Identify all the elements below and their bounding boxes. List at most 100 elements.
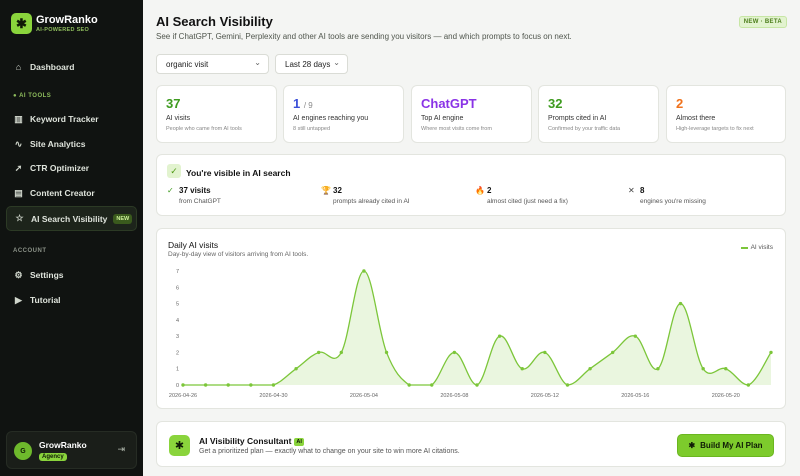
brand[interactable]: ✱ GrowRanko AI-POWERED SEO bbox=[11, 13, 98, 34]
chevron-down-icon: ⌄ bbox=[333, 58, 340, 67]
data-point bbox=[316, 350, 321, 355]
x-tick-label: 2026-04-26 bbox=[169, 393, 197, 399]
chart-icon: ▥ bbox=[14, 113, 23, 124]
x-tick-label: 2026-05-16 bbox=[621, 393, 649, 399]
section-label-ai-tools: ● AI TOOLS bbox=[13, 93, 52, 99]
stat-card-almost-there: 2 Almost there High-leverage targets to … bbox=[666, 85, 786, 143]
y-tick-label: 1 bbox=[176, 367, 179, 373]
sidebar-item-label: Dashboard bbox=[30, 62, 75, 72]
consultant-subtitle: Get a prioritized plan — exactly what to… bbox=[199, 448, 460, 455]
legend-swatch bbox=[740, 246, 748, 249]
stat-label: AI engines reaching you bbox=[293, 115, 369, 122]
data-point bbox=[430, 383, 434, 387]
data-point bbox=[384, 350, 389, 355]
pulse-icon: ∿ bbox=[14, 138, 23, 149]
stat-card-top-engine: ChatGPT Top AI engine Where most visits … bbox=[411, 85, 532, 143]
sidebar: ✱ GrowRanko AI-POWERED SEO ⌂ Dashboard ●… bbox=[0, 0, 143, 476]
x-tick-label: 2026-05-12 bbox=[531, 393, 559, 399]
sidebar-item-ai-search-visibility[interactable]: ☆ AI Search Visibility NEW bbox=[6, 206, 137, 231]
sidebar-item-settings[interactable]: ⚙ Settings bbox=[6, 264, 137, 286]
sidebar-item-keyword-tracker[interactable]: ▥ Keyword Tracker bbox=[6, 108, 137, 130]
sidebar-item-content-creator[interactable]: ▤ Content Creator bbox=[6, 182, 137, 204]
document-icon: ▤ bbox=[14, 187, 23, 198]
data-point bbox=[203, 383, 208, 387]
data-point bbox=[271, 383, 276, 387]
sidebar-item-label: Tutorial bbox=[30, 295, 61, 305]
chart-subtitle: Day-by-day view of visitors arriving fro… bbox=[168, 251, 309, 258]
sidebar-item-label: Keyword Tracker bbox=[30, 114, 99, 124]
chart-title: Daily AI visits bbox=[168, 240, 219, 250]
data-point bbox=[610, 350, 615, 355]
chart-legend: AI visits bbox=[740, 244, 773, 251]
chevron-down-icon: ⌄ bbox=[254, 58, 261, 67]
visibility-title: You're visible in AI search bbox=[186, 168, 291, 178]
avatar: G bbox=[14, 442, 32, 460]
stat-value: ChatGPT bbox=[421, 96, 477, 111]
data-point bbox=[543, 350, 547, 355]
chart-plot: 0 1 2 3 4 5 6 7 2026-04-26 2026-04-30 2026-05-04 20… bbox=[169, 269, 773, 399]
sidebar-item-site-analytics[interactable]: ∿ Site Analytics bbox=[6, 133, 137, 155]
metric-select[interactable]: organic visit ⌄ bbox=[156, 54, 269, 74]
sidebar-item-label: AI Search Visibility bbox=[31, 213, 108, 224]
data-point bbox=[633, 334, 638, 338]
data-point bbox=[588, 367, 592, 371]
build-ai-plan-button[interactable]: ✱ Build My AI Plan bbox=[677, 434, 774, 457]
data-point bbox=[407, 383, 411, 387]
data-point bbox=[678, 301, 683, 306]
date-range-select[interactable]: Last 28 days ⌄ bbox=[275, 54, 348, 74]
stat-card-ai-visits: 37 AI visits People who came from AI too… bbox=[156, 85, 277, 143]
data-point bbox=[249, 383, 253, 387]
y-tick-label: 5 bbox=[176, 302, 179, 308]
sidebar-item-label: Settings bbox=[30, 270, 64, 280]
user-card[interactable]: G GrowRanko Agency ⇥ bbox=[6, 431, 137, 469]
data-point bbox=[452, 350, 457, 355]
sidebar-item-label: Content Creator bbox=[30, 188, 95, 198]
stat-sub: 8 still untapped bbox=[293, 126, 330, 132]
logout-icon[interactable]: ⇥ bbox=[117, 444, 125, 454]
y-tick-label: 2 bbox=[176, 350, 179, 356]
data-point bbox=[181, 383, 185, 387]
close-icon: ✕ bbox=[628, 186, 635, 195]
y-tick-label: 6 bbox=[176, 285, 179, 291]
stat-sub: Where most visits come from bbox=[421, 126, 492, 132]
data-point bbox=[339, 350, 344, 355]
gear-icon: ⚙ bbox=[14, 269, 23, 280]
y-tick-label: 3 bbox=[176, 334, 179, 340]
ai-tag: AI bbox=[294, 438, 304, 446]
sidebar-item-label: CTR Optimizer bbox=[30, 163, 90, 173]
data-point bbox=[656, 367, 660, 371]
sidebar-item-ctr-optimizer[interactable]: ➚ CTR Optimizer bbox=[6, 157, 137, 179]
asterisk-icon: ✱ bbox=[169, 435, 190, 456]
check-icon: ✓ bbox=[167, 164, 181, 178]
sidebar-item-dashboard[interactable]: ⌂ Dashboard bbox=[6, 56, 137, 78]
stat-sub: People who came from AI tools bbox=[166, 126, 242, 132]
beta-badge: NEW · BETA bbox=[738, 16, 787, 28]
home-icon: ⌂ bbox=[15, 62, 22, 72]
x-tick-label: 2026-05-08 bbox=[440, 393, 468, 399]
consultant-title: AI Visibility Consultant AI bbox=[199, 436, 304, 446]
data-point bbox=[475, 383, 479, 387]
stat-value: 32 bbox=[548, 96, 563, 111]
consultant-card: ✱ AI Visibility Consultant AI Get a prior… bbox=[156, 421, 786, 467]
y-tick-label: 4 bbox=[176, 318, 179, 324]
brand-name: GrowRanko bbox=[36, 13, 98, 26]
stat-card-prompts-cited: 32 Prompts cited in AI Confirmed by your… bbox=[538, 85, 659, 143]
daily-ai-visits-chart: Daily AI visits Day-by-day view of visit… bbox=[156, 228, 786, 409]
legend-label: AI visits bbox=[750, 244, 773, 251]
data-point bbox=[769, 350, 773, 355]
check-icon: ✓ bbox=[167, 186, 174, 195]
user-name: GrowRanko bbox=[39, 440, 87, 450]
page-title: AI Search Visibility bbox=[156, 14, 273, 29]
cursor-icon: ➚ bbox=[14, 162, 23, 173]
stat-label: AI visits bbox=[166, 115, 191, 122]
stat-value: 2 bbox=[676, 96, 684, 111]
data-point bbox=[362, 269, 366, 273]
sidebar-item-tutorial[interactable]: ▶ Tutorial bbox=[6, 289, 137, 311]
flame-icon: 🔥 bbox=[475, 186, 485, 195]
sidebar-item-label: Site Analytics bbox=[30, 139, 86, 149]
data-point bbox=[701, 367, 705, 371]
stat-value: 37 bbox=[166, 96, 181, 111]
new-badge: NEW bbox=[113, 213, 133, 224]
stat-sub: Confirmed by your traffic data bbox=[548, 126, 621, 132]
play-icon: ▶ bbox=[15, 294, 22, 305]
